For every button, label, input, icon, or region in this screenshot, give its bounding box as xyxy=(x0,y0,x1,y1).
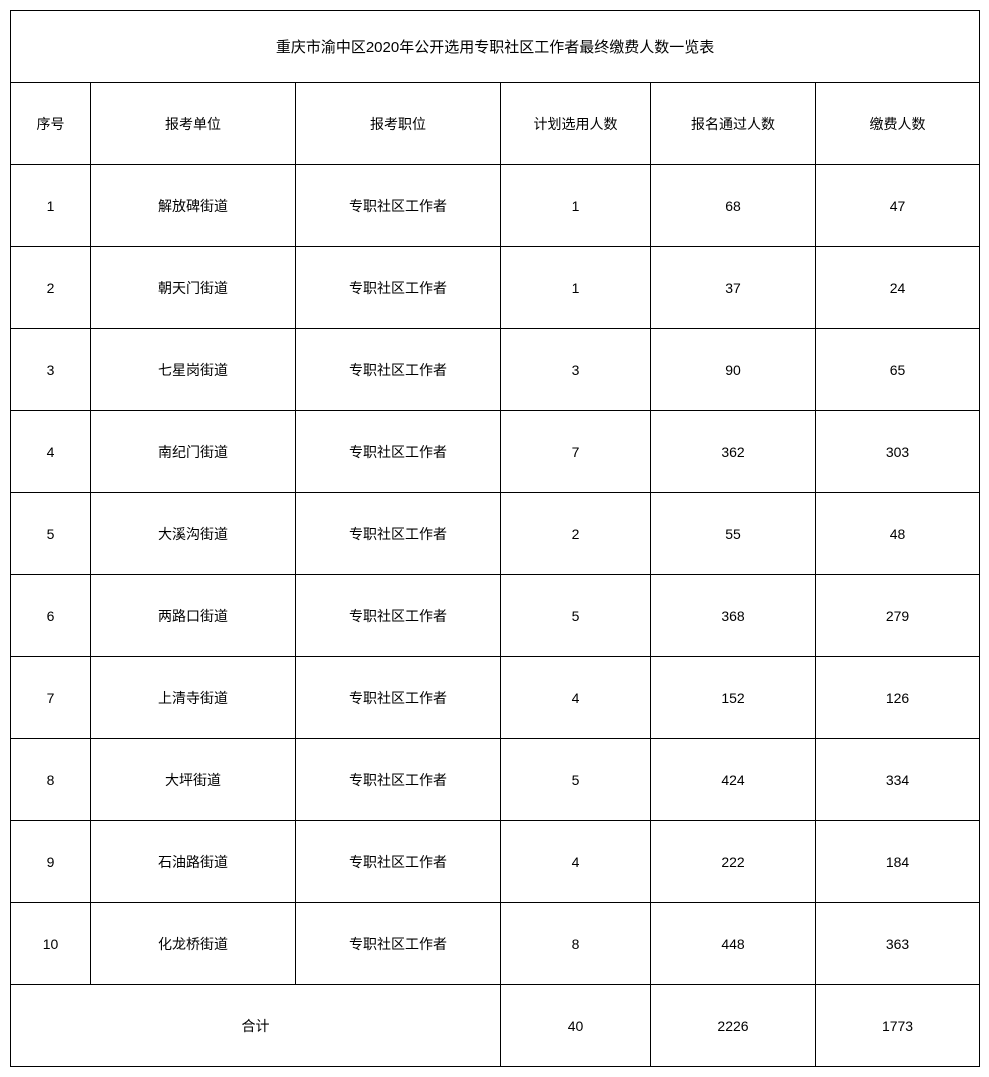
table-cell: 朝天门街道 xyxy=(91,247,296,329)
table-cell: 1 xyxy=(11,165,91,247)
total-pay: 1773 xyxy=(816,985,980,1067)
table-row: 7上清寺街道专职社区工作者4152126 xyxy=(11,657,980,739)
table-row: 6两路口街道专职社区工作者5368279 xyxy=(11,575,980,657)
table-cell: 石油路街道 xyxy=(91,821,296,903)
col-header-plan: 计划选用人数 xyxy=(501,83,651,165)
table-cell: 448 xyxy=(651,903,816,985)
total-plan: 40 xyxy=(501,985,651,1067)
table-cell: 222 xyxy=(651,821,816,903)
table-cell: 化龙桥街道 xyxy=(91,903,296,985)
table-cell: 专职社区工作者 xyxy=(296,903,501,985)
table-cell: 184 xyxy=(816,821,980,903)
table-cell: 6 xyxy=(11,575,91,657)
table-row: 2朝天门街道专职社区工作者13724 xyxy=(11,247,980,329)
table-cell: 两路口街道 xyxy=(91,575,296,657)
table-cell: 大坪街道 xyxy=(91,739,296,821)
table-title: 重庆市渝中区2020年公开选用专职社区工作者最终缴费人数一览表 xyxy=(11,11,980,83)
table-cell: 10 xyxy=(11,903,91,985)
table-cell: 5 xyxy=(501,575,651,657)
table-cell: 3 xyxy=(11,329,91,411)
total-row: 合计 40 2226 1773 xyxy=(11,985,980,1067)
table-cell: 专职社区工作者 xyxy=(296,411,501,493)
total-label: 合计 xyxy=(11,985,501,1067)
table-cell: 2 xyxy=(11,247,91,329)
table-cell: 47 xyxy=(816,165,980,247)
table-cell: 152 xyxy=(651,657,816,739)
table-cell: 68 xyxy=(651,165,816,247)
table-cell: 279 xyxy=(816,575,980,657)
col-header-pass: 报名通过人数 xyxy=(651,83,816,165)
table-row: 4南纪门街道专职社区工作者7362303 xyxy=(11,411,980,493)
table-cell: 南纪门街道 xyxy=(91,411,296,493)
total-pass: 2226 xyxy=(651,985,816,1067)
table-cell: 5 xyxy=(501,739,651,821)
table-cell: 专职社区工作者 xyxy=(296,329,501,411)
table-cell: 解放碑街道 xyxy=(91,165,296,247)
table-cell: 90 xyxy=(651,329,816,411)
table-row: 10化龙桥街道专职社区工作者8448363 xyxy=(11,903,980,985)
col-header-pay: 缴费人数 xyxy=(816,83,980,165)
table-row: 8大坪街道专职社区工作者5424334 xyxy=(11,739,980,821)
table-cell: 24 xyxy=(816,247,980,329)
table-cell: 9 xyxy=(11,821,91,903)
table-cell: 7 xyxy=(501,411,651,493)
table-row: 1解放碑街道专职社区工作者16847 xyxy=(11,165,980,247)
table-cell: 7 xyxy=(11,657,91,739)
table-cell: 8 xyxy=(11,739,91,821)
table-cell: 1 xyxy=(501,165,651,247)
table-cell: 1 xyxy=(501,247,651,329)
table-cell: 专职社区工作者 xyxy=(296,493,501,575)
header-row: 序号 报考单位 报考职位 计划选用人数 报名通过人数 缴费人数 xyxy=(11,83,980,165)
table-cell: 362 xyxy=(651,411,816,493)
table-cell: 363 xyxy=(816,903,980,985)
table-cell: 2 xyxy=(501,493,651,575)
table-cell: 专职社区工作者 xyxy=(296,575,501,657)
table-cell: 大溪沟街道 xyxy=(91,493,296,575)
table-cell: 4 xyxy=(501,821,651,903)
table-cell: 126 xyxy=(816,657,980,739)
data-table: 重庆市渝中区2020年公开选用专职社区工作者最终缴费人数一览表 序号 报考单位 … xyxy=(10,10,980,1067)
table-container: 重庆市渝中区2020年公开选用专职社区工作者最终缴费人数一览表 序号 报考单位 … xyxy=(10,10,979,1067)
table-cell: 专职社区工作者 xyxy=(296,165,501,247)
table-cell: 专职社区工作者 xyxy=(296,821,501,903)
table-cell: 368 xyxy=(651,575,816,657)
table-cell: 4 xyxy=(11,411,91,493)
table-cell: 4 xyxy=(501,657,651,739)
table-cell: 48 xyxy=(816,493,980,575)
table-cell: 专职社区工作者 xyxy=(296,247,501,329)
col-header-seq: 序号 xyxy=(11,83,91,165)
table-cell: 5 xyxy=(11,493,91,575)
table-cell: 334 xyxy=(816,739,980,821)
title-row: 重庆市渝中区2020年公开选用专职社区工作者最终缴费人数一览表 xyxy=(11,11,980,83)
table-cell: 65 xyxy=(816,329,980,411)
col-header-unit: 报考单位 xyxy=(91,83,296,165)
table-cell: 424 xyxy=(651,739,816,821)
table-cell: 303 xyxy=(816,411,980,493)
table-cell: 专职社区工作者 xyxy=(296,739,501,821)
table-cell: 55 xyxy=(651,493,816,575)
table-cell: 上清寺街道 xyxy=(91,657,296,739)
table-cell: 8 xyxy=(501,903,651,985)
table-cell: 37 xyxy=(651,247,816,329)
table-cell: 七星岗街道 xyxy=(91,329,296,411)
table-cell: 3 xyxy=(501,329,651,411)
table-row: 3七星岗街道专职社区工作者39065 xyxy=(11,329,980,411)
col-header-position: 报考职位 xyxy=(296,83,501,165)
table-row: 9石油路街道专职社区工作者4222184 xyxy=(11,821,980,903)
table-cell: 专职社区工作者 xyxy=(296,657,501,739)
table-row: 5大溪沟街道专职社区工作者25548 xyxy=(11,493,980,575)
